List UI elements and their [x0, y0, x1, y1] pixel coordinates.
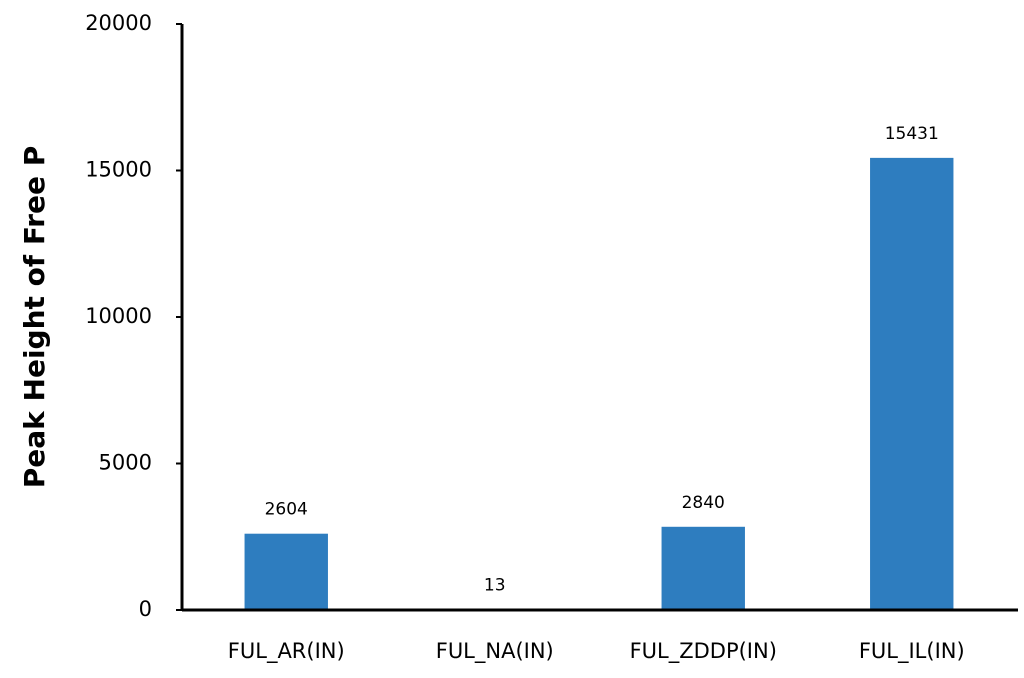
bar	[244, 533, 328, 610]
bar	[870, 157, 954, 610]
y-tick-label: 0	[139, 597, 152, 621]
y-tick-label: 20000	[85, 11, 152, 35]
x-tick-label: FUL_IL(IN)	[859, 639, 965, 664]
value-label: 2840	[682, 493, 725, 513]
value-label: 2604	[265, 500, 308, 520]
x-tick-label: FUL_AR(IN)	[228, 639, 345, 664]
value-label: 13	[484, 576, 506, 596]
y-tick-label: 15000	[85, 158, 152, 182]
value-label: 15431	[885, 124, 939, 144]
y-tick-label: 10000	[85, 304, 152, 328]
y-tick-label: 5000	[99, 451, 152, 475]
x-tick-label: FUL_ZDDP(IN)	[630, 639, 777, 664]
x-tick-label: FUL_NA(IN)	[436, 639, 554, 664]
y-axis-label: Peak Height of Free P	[18, 146, 51, 488]
bar	[661, 526, 745, 610]
